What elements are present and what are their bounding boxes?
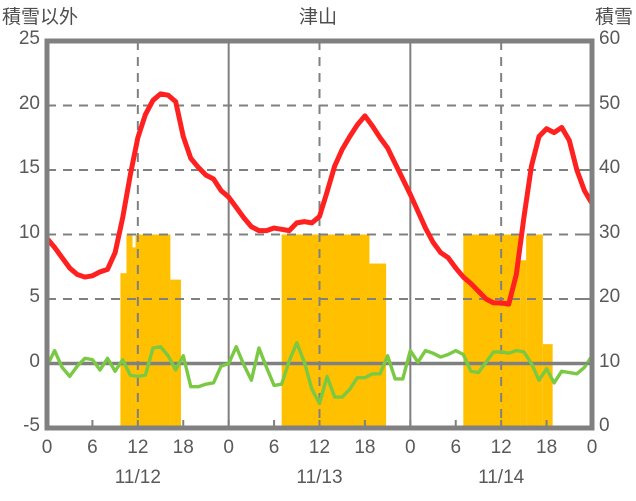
x-axis-tick-label: 12	[490, 437, 512, 458]
right-axis-tick-label: 10	[599, 350, 621, 372]
green-line	[45, 341, 594, 406]
right-axis-tick-label: 50	[599, 92, 621, 114]
snow-depth-bar	[126, 234, 133, 428]
x-axis-tick-label: 18	[536, 437, 558, 458]
x-axis-tick-label: 18	[354, 437, 376, 458]
x-axis-tick-label: 12	[127, 437, 149, 458]
snow-depth-bar	[132, 247, 136, 428]
x-axis-tick-label: 6	[450, 437, 462, 458]
red-line	[44, 91, 595, 307]
left-axis-tick-label: 10	[18, 221, 40, 243]
left-axis-tick-label: 5	[29, 286, 40, 307]
snow-depth-bar	[135, 234, 171, 428]
snow-depth-bar	[526, 234, 543, 428]
x-axis-tick-label: 6	[268, 437, 280, 458]
x-axis-tick-label: 0	[586, 437, 598, 458]
right-axis-tick-label: 30	[599, 221, 621, 243]
left-axis-tick-label: 25	[18, 28, 40, 49]
gridlines-group	[47, 41, 592, 428]
snow-depth-bar	[463, 234, 521, 428]
x-axis-tick-label: 0	[223, 437, 234, 458]
right-axis-tick-label: 0	[599, 415, 610, 436]
date-label: 11/13	[296, 467, 343, 488]
right-axis-tick-label: 60	[599, 28, 621, 49]
x-axis-tick-label: 6	[87, 437, 98, 458]
left-axis-unit-label: 積雪以外	[2, 7, 79, 28]
left-axis-tick-label: 0	[29, 350, 40, 372]
tick-marks-group	[46, 40, 593, 429]
x-axis-tick-label: 0	[405, 437, 416, 458]
left-axis-tick-label: 20	[18, 92, 40, 114]
right-axis-tick-label: 40	[599, 157, 621, 178]
snow-depth-bar	[281, 234, 370, 428]
x-axis-tick-label: 0	[41, 437, 53, 458]
chart-title: 津山	[298, 7, 337, 28]
snow-depth-bar	[170, 279, 181, 428]
right-axis-unit-label: 積雪	[594, 7, 633, 28]
snow-depth-bar	[120, 273, 127, 428]
left-axis-tick-label: 15	[18, 157, 40, 178]
snow-depth-bar	[542, 344, 553, 428]
lines-group	[44, 91, 595, 406]
date-label: 11/12	[114, 467, 161, 488]
snow-depth-bar	[520, 260, 527, 428]
bars-group	[120, 234, 553, 428]
date-label: 11/14	[478, 467, 525, 488]
x-axis-tick-label: 18	[172, 437, 194, 458]
x-axis-tick-label: 12	[308, 437, 331, 458]
left-axis-tick-label: -5	[23, 415, 40, 436]
right-axis-tick-label: 20	[599, 286, 621, 307]
snow-depth-bar	[369, 263, 387, 428]
